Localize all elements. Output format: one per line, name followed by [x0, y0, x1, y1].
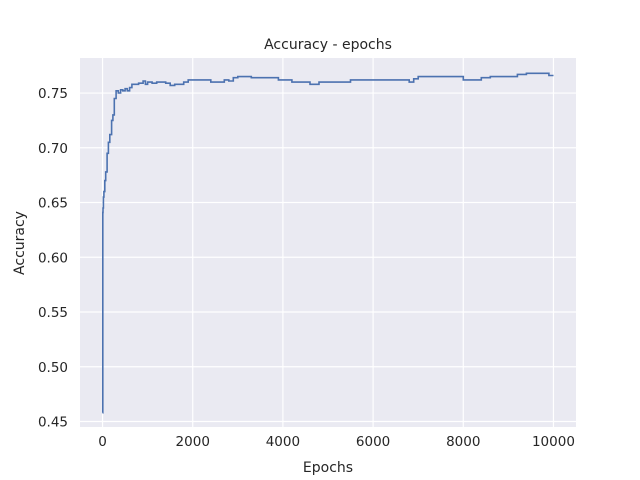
grid-lines: [80, 58, 576, 427]
plot-area: [80, 58, 576, 427]
y-tick-label: 0.45: [38, 415, 68, 431]
x-tick-label: 8000: [446, 434, 480, 450]
y-axis-ticks: 0.45 0.50 0.55 0.60 0.65 0.70 0.75: [38, 86, 68, 430]
y-tick-label: 0.70: [38, 141, 68, 157]
x-tick-label: 0: [98, 434, 107, 450]
x-axis-ticks: 0 2000 4000 6000 8000 10000: [98, 434, 575, 450]
series-lines: [102, 72, 554, 414]
chart-title: Accuracy - epochs: [264, 37, 392, 53]
x-tick-label: 2000: [176, 434, 210, 450]
y-tick-label: 0.55: [38, 305, 68, 321]
x-tick-label: 10000: [532, 434, 575, 450]
x-axis-label: Epochs: [303, 460, 353, 476]
x-tick-label: 6000: [356, 434, 390, 450]
y-tick-label: 0.60: [38, 250, 68, 266]
y-tick-label: 0.75: [38, 86, 68, 102]
y-tick-label: 0.65: [38, 196, 68, 212]
accuracy-line: [102, 72, 554, 414]
y-axis-label: Accuracy: [12, 211, 28, 275]
y-tick-label: 0.50: [38, 360, 68, 376]
x-tick-label: 4000: [266, 434, 300, 450]
